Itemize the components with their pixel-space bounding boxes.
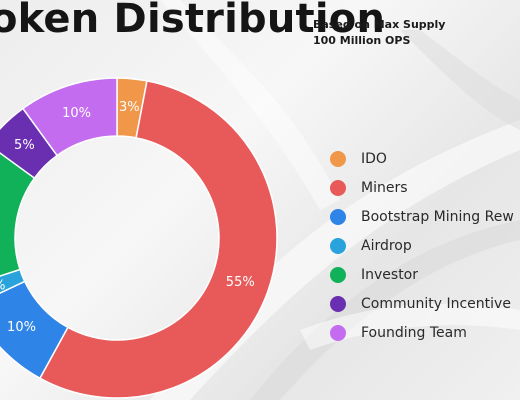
legend-item: IDO	[330, 144, 520, 173]
slice-investor	[0, 152, 36, 277]
legend-swatch	[330, 324, 346, 341]
legend-item: Community Incentive	[330, 289, 520, 318]
legend-swatch	[330, 295, 346, 312]
legend-label: Investor	[361, 266, 419, 283]
legend-swatch	[330, 179, 346, 196]
legend-label: Airdrop	[361, 237, 412, 254]
legend-label: Bootstrap Mining Rew	[361, 208, 514, 225]
slice-label-community-incentive: 5%	[14, 138, 35, 153]
legend-swatch	[330, 208, 346, 225]
chart-title: oken Distribution	[0, 0, 386, 42]
subtitle-line-1: Based on Max Supply	[313, 18, 446, 31]
legend-item: Bootstrap Mining Rew	[330, 202, 520, 231]
legend-item: Miners	[330, 173, 520, 202]
chart-subtitle: Based on Max Supply 100 Million OPS	[313, 17, 445, 49]
legend: IDO Miners Bootstrap Mining Rew Airdrop Inve…	[330, 144, 520, 347]
slice-miners	[38, 79, 278, 399]
legend-swatch	[330, 150, 346, 167]
slice-founding-team	[21, 77, 118, 157]
slice-labels: 3%55%10%2%5%5%10%	[0, 100, 255, 335]
legend-label: IDO	[361, 150, 387, 167]
legend-item: Airdrop	[330, 231, 520, 260]
slice-label-founding-team: 10%	[62, 106, 91, 121]
legend-item: Founding Team	[330, 318, 520, 347]
legend-swatch	[330, 237, 346, 254]
slice-label-miners: 55%	[226, 275, 255, 290]
slice-label-airdrop: 2%	[0, 279, 6, 294]
slice-bootstrap-mining-rew	[0, 280, 69, 380]
legend-label: Community Incentive	[361, 295, 511, 312]
slice-label-ido: 3%	[119, 100, 140, 115]
slice-label-bootstrap-mining-rew: 10%	[7, 320, 36, 335]
legend-label: Miners	[361, 179, 408, 196]
legend-label: Founding Team	[361, 324, 467, 341]
donut-slices	[0, 77, 278, 399]
subtitle-line-2: 100 Million OPS	[313, 34, 411, 47]
legend-item: Investor	[330, 260, 520, 289]
legend-swatch	[330, 266, 346, 283]
